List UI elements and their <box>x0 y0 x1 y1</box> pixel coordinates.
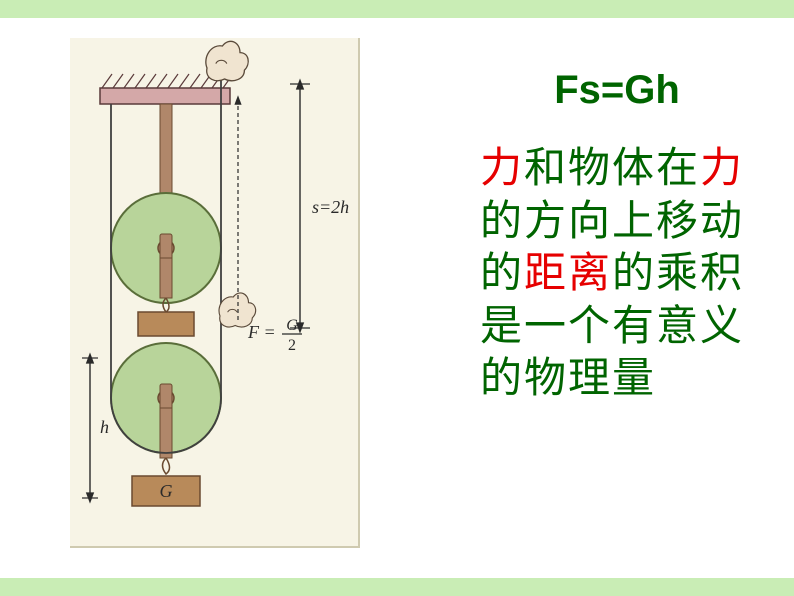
svg-text:h: h <box>100 417 109 437</box>
svg-text:2: 2 <box>288 337 296 354</box>
text-p1: 力 <box>480 146 524 192</box>
text-column: Fs=Gh 力和物体在力的方向上移动的距离的乘积是一个有意义的物理量 <box>420 18 794 578</box>
svg-text:F =: F = <box>247 322 276 342</box>
svg-text:G: G <box>160 481 173 501</box>
svg-text:G: G <box>286 317 298 334</box>
content-area: Gs=2h F = G 2 h Fs=Gh 力和物体在力的方向上移动的距离的乘积是一个… <box>0 18 794 578</box>
pulley-diagram: Gs=2h F = G 2 h <box>70 38 360 548</box>
body-text: 力和物体在力的方向上移动的距离的乘积是一个有意义的物理量 <box>480 143 754 406</box>
text-p5: 距离 <box>524 251 612 297</box>
text-p3: 力 <box>700 146 744 192</box>
top-bar <box>0 0 794 18</box>
diagram-svg: Gs=2h F = G 2 h <box>70 38 360 548</box>
bottom-bar <box>0 578 794 596</box>
text-p2: 和物体在 <box>524 146 700 192</box>
formula: Fs=Gh <box>480 68 754 113</box>
diagram-column: Gs=2h F = G 2 h <box>0 18 420 578</box>
svg-text:s=2h: s=2h <box>312 197 349 217</box>
